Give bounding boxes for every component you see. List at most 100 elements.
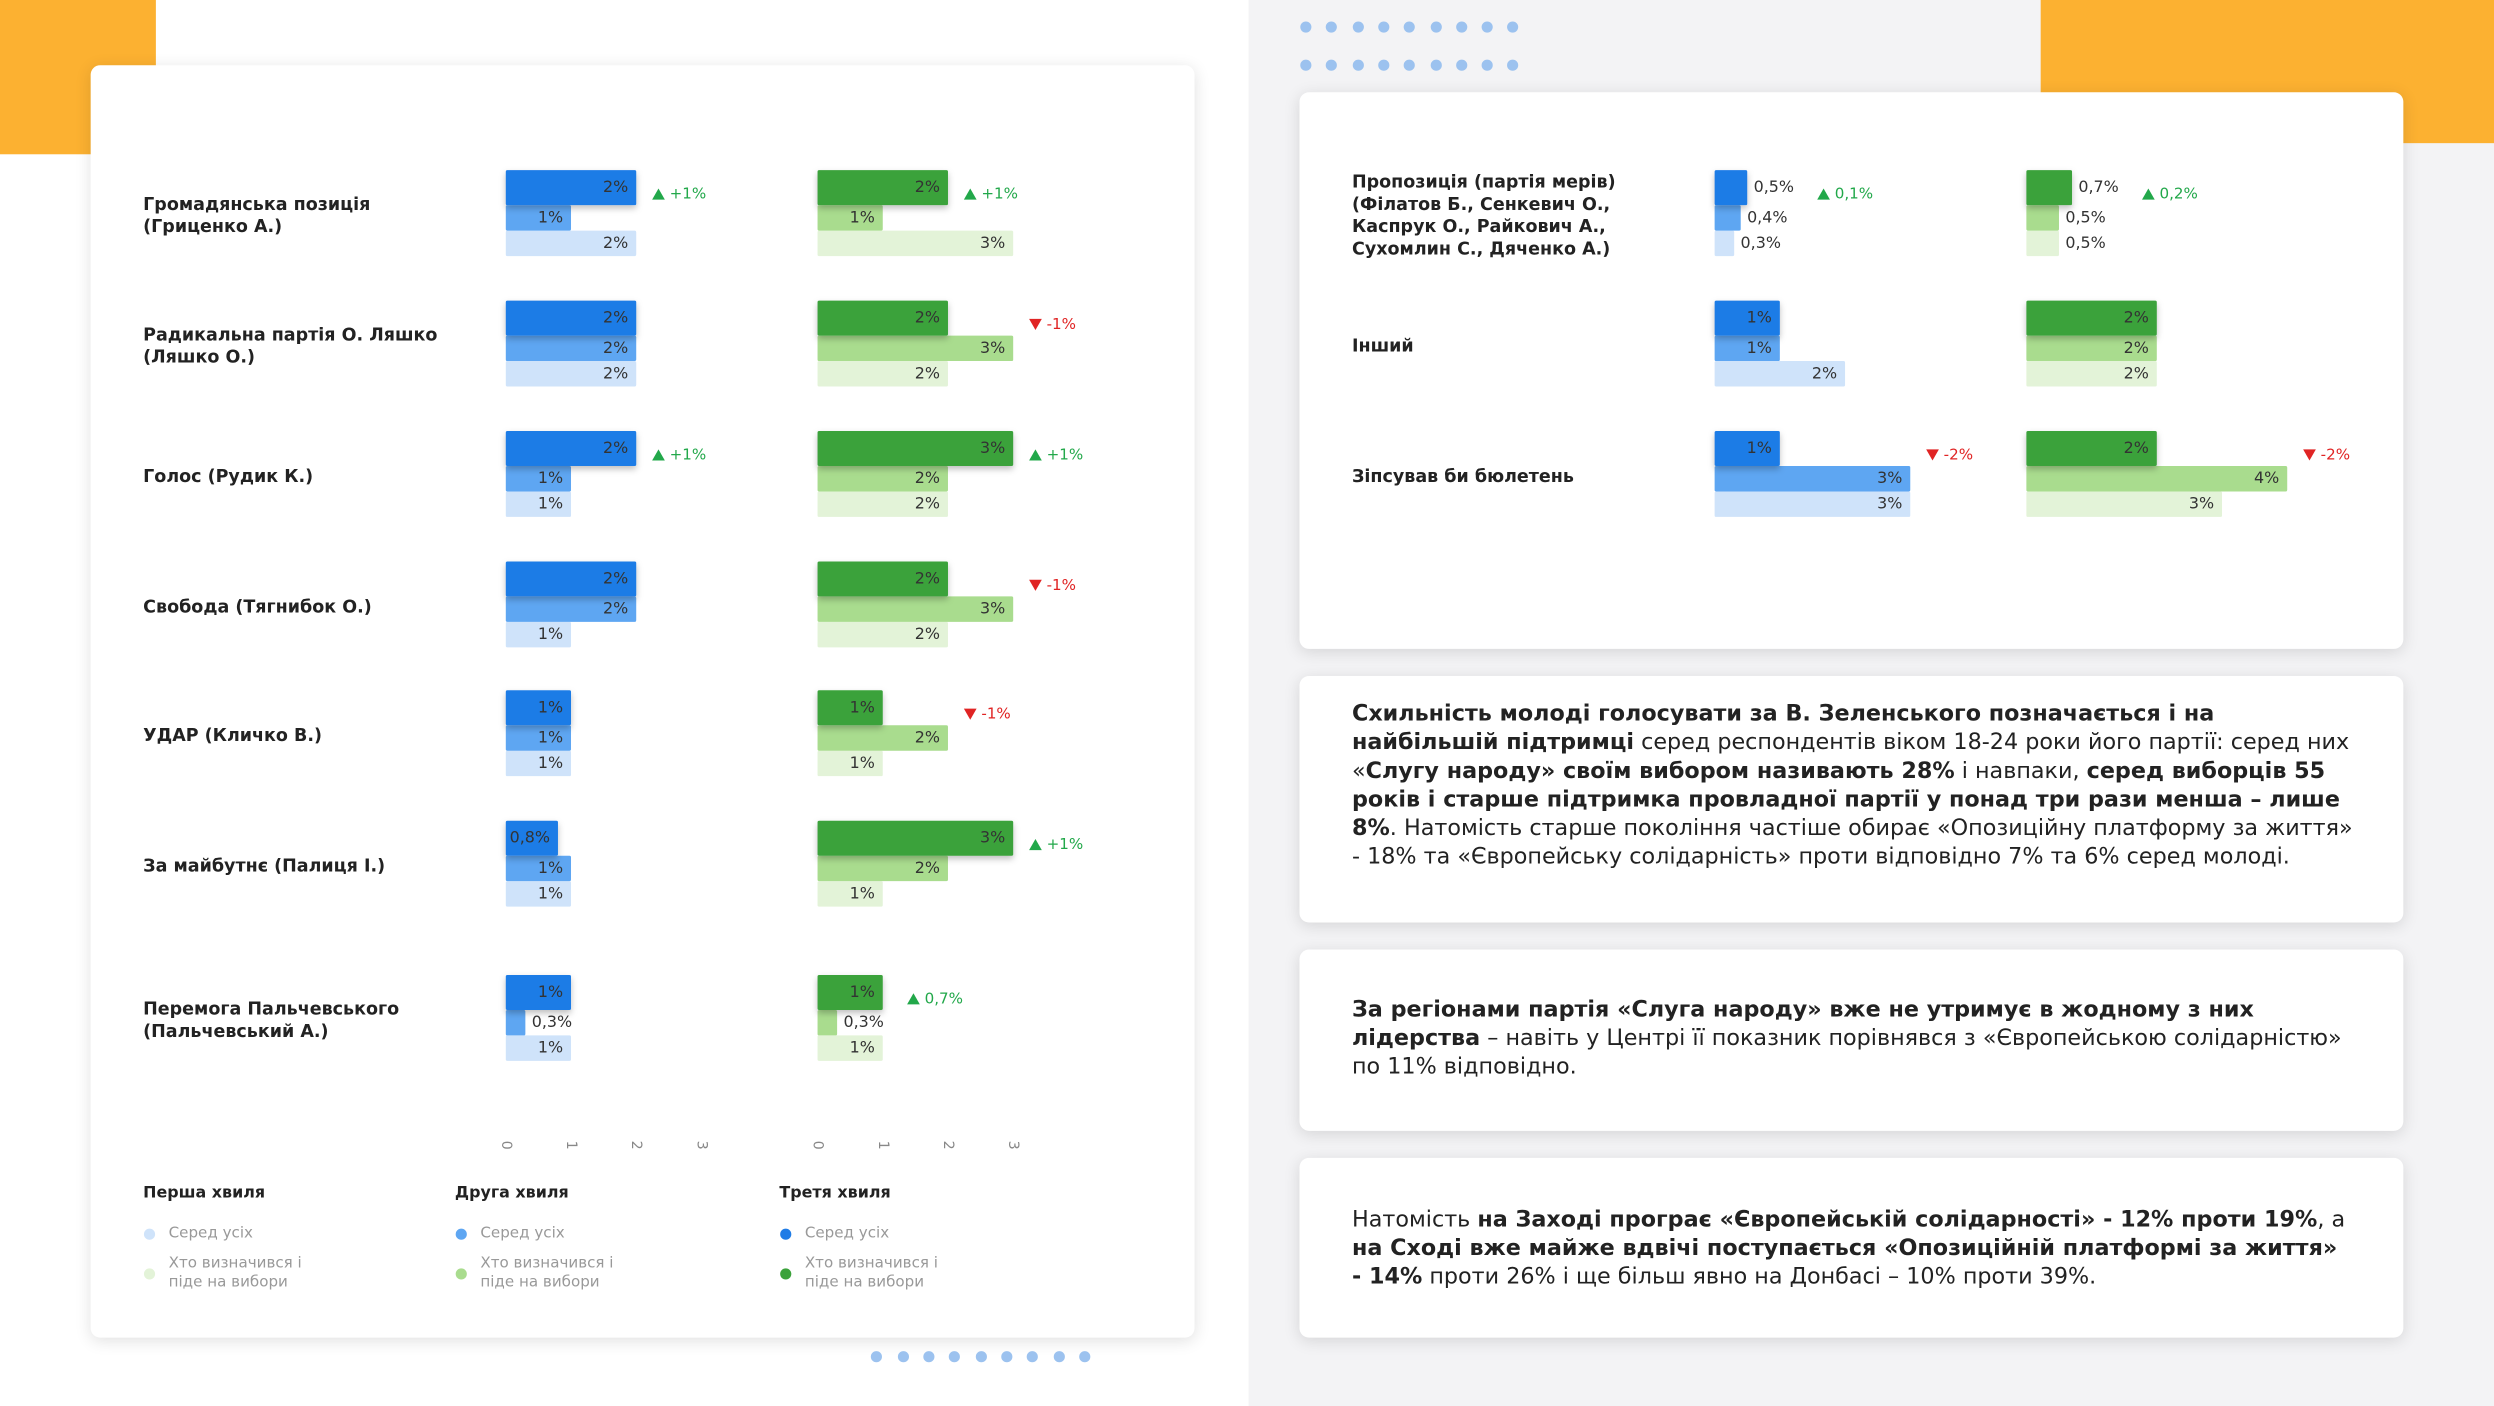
bar	[1714, 491, 1911, 517]
delta-label: -2%	[1944, 445, 1973, 463]
bar	[505, 750, 572, 777]
value-label: 0,4%	[1747, 207, 1787, 226]
bar	[505, 974, 572, 1010]
bar	[505, 1009, 526, 1036]
bar	[2026, 230, 2059, 257]
legend-title: Перша хвиля	[143, 1184, 266, 1203]
value-label: 4%	[2254, 468, 2279, 487]
bar	[1714, 466, 1911, 492]
bar	[505, 561, 637, 597]
category-label: Радикальна партія О. Ляшко (Ляшко О.)	[143, 324, 438, 368]
bar	[505, 335, 637, 362]
delta-label: -1%	[1047, 315, 1076, 333]
delta-arrow	[1029, 579, 1042, 591]
value-label: 0,7%	[2078, 177, 2118, 196]
delta-arrow	[1029, 318, 1042, 331]
value-label: 2%	[915, 858, 940, 877]
value-label: 3%	[1877, 494, 1902, 513]
value-label: 0,8%	[510, 828, 550, 847]
bar	[817, 230, 1014, 257]
delta-arrow	[963, 188, 977, 200]
note-run: на Заході програє «Європейській солідарн…	[1477, 1207, 2318, 1233]
value-label: 1%	[538, 1038, 563, 1057]
bar	[817, 621, 948, 648]
value-label: 3%	[2189, 494, 2214, 513]
value-label: 1%	[538, 982, 563, 1001]
bar	[2026, 205, 2059, 231]
delta-label: -1%	[981, 705, 1010, 723]
legend-title: Друга хвиля	[454, 1184, 569, 1203]
note-run: За регіонами партія «Слуга народу» вже н…	[1351, 997, 2254, 1052]
bar	[2026, 466, 2288, 492]
value-label: 0,5%	[1754, 177, 1794, 196]
delta-arrow	[963, 708, 977, 720]
bar	[817, 361, 948, 387]
value-label: 1%	[1747, 308, 1772, 327]
note-run: і навпаки,	[1954, 758, 2087, 785]
bar	[2026, 491, 2223, 517]
delta-arrow	[2142, 188, 2155, 200]
note-card	[1299, 675, 2404, 923]
note-card	[1299, 1157, 2404, 1338]
value-label: 0,5%	[2065, 233, 2105, 252]
value-label: 2%	[603, 233, 628, 252]
value-label: 2%	[2124, 438, 2149, 457]
bar	[817, 974, 883, 1010]
value-label: 2%	[603, 568, 628, 587]
value-label: 2%	[603, 308, 628, 327]
value-label: 1%	[850, 697, 875, 716]
legend-swatch	[455, 1228, 467, 1240]
value-label: 2%	[915, 468, 940, 487]
value-label: 1%	[1747, 338, 1772, 357]
legend-entry: Хто визначився і піде на вибори	[168, 1254, 302, 1292]
note-run: серед респондентів віком 18-24 роки його…	[1351, 730, 2350, 785]
value-label: 0,3%	[1741, 233, 1781, 252]
left-card	[90, 65, 1195, 1338]
decor-dots	[870, 21, 1519, 1363]
bar	[817, 1009, 838, 1036]
delta-arrow	[2303, 449, 2316, 461]
note-card	[1299, 949, 2404, 1131]
delta-label: +1%	[981, 185, 1018, 203]
legend-swatch	[780, 1228, 792, 1240]
value-label: 1%	[538, 624, 563, 643]
legend-swatch	[143, 1228, 156, 1240]
bar	[505, 855, 572, 882]
delta-label: +1%	[670, 445, 707, 463]
value-label: 2%	[915, 177, 940, 196]
legend-swatch	[143, 1268, 156, 1280]
category-label: Свобода (Тягнибок О.)	[143, 596, 372, 618]
value-label: 0,3%	[843, 1012, 883, 1031]
bar	[1714, 431, 1780, 467]
delta-arrow	[652, 449, 665, 461]
note-run: проти 26% і ще більш явно на Донбасі – 1…	[1422, 1264, 2097, 1290]
bar	[817, 300, 948, 336]
legend-entry: Хто визначився і піде на вибори	[804, 1254, 938, 1292]
bar	[817, 466, 948, 492]
bar	[1714, 335, 1780, 362]
value-label: 2%	[603, 177, 628, 196]
bar	[817, 335, 1014, 362]
bar	[505, 881, 572, 907]
bar	[817, 750, 883, 777]
bar	[817, 881, 883, 907]
category-label: Перемога Пальчевського (Пальчевський А.)	[143, 998, 400, 1042]
value-label: 1%	[538, 697, 563, 716]
legend-entry: Серед усіх	[480, 1224, 565, 1243]
bar	[505, 300, 637, 336]
value-label: 3%	[980, 438, 1005, 457]
category-label: Інший	[1351, 335, 1414, 357]
delta-arrow	[1029, 838, 1042, 851]
value-label: 2%	[603, 363, 628, 382]
value-label: 3%	[980, 233, 1005, 252]
delta-label: 0,1%	[1835, 185, 1873, 203]
delta-arrow	[907, 993, 920, 1005]
bar	[1714, 230, 1735, 257]
value-label: 2%	[2124, 308, 2149, 327]
bar	[505, 725, 572, 751]
value-label: 1%	[850, 982, 875, 1001]
bar	[505, 230, 637, 257]
delta-arrow	[652, 188, 665, 200]
bar	[505, 820, 558, 856]
category-label: Голос (Рудик К.)	[143, 466, 314, 487]
